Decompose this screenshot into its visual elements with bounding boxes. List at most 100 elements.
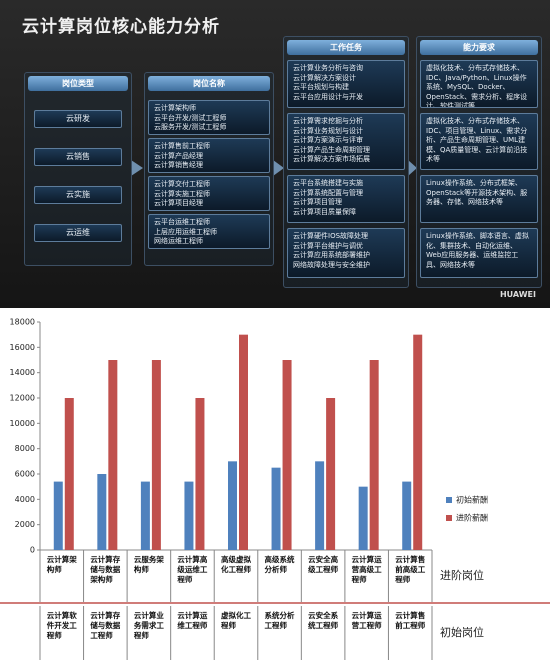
arrow — [408, 160, 417, 176]
row-label: 进阶岗位 — [440, 568, 484, 582]
label: 云计算存储与数据架构师 — [90, 555, 121, 584]
x-tick-label: 云计算运营工程师 — [345, 611, 389, 660]
label: 云安全高级工程师 — [308, 555, 339, 574]
y-tick-label: 0 — [30, 546, 35, 555]
y-tick-label: 12000 — [10, 394, 35, 403]
y-tick-label: 16000 — [10, 343, 35, 352]
task: 云计算产品生命周期管理 — [293, 145, 370, 154]
job-name: 上层应用运维工程师 — [154, 227, 217, 236]
y-tick-label: 18000 — [10, 318, 35, 327]
bar — [413, 334, 423, 550]
legend-swatch — [446, 515, 452, 521]
y-tick-label: 6000 — [15, 470, 35, 479]
job-name: 网络运维工程师 — [154, 237, 203, 245]
x-tick-label: 高级虚拟化工程师 — [214, 555, 258, 602]
label: 云服务架构师 — [133, 555, 164, 574]
x-tick-label: 云计算业务需求工程师 — [127, 611, 171, 660]
x-tick-label: 云计算运营高级工程师 — [345, 555, 389, 602]
label: 云计算售前工程师 — [395, 611, 426, 630]
task-group: 云计算业务分析与咨询 云计算解决方案设计 云平台规划与构建 云平台应用设计与开发 — [287, 60, 405, 108]
y-tick-label: 14000 — [10, 368, 35, 377]
task: 云计算业务规划与设计 — [293, 126, 363, 135]
job-name: 云平台运维工程师 — [154, 218, 210, 226]
job-name-group: 云计算架构师 云平台开发/测试工程师 云服务开发/测试工程师 — [148, 100, 270, 135]
x-tick-label: 云计算售前工程师 — [388, 611, 432, 660]
bar — [315, 461, 325, 550]
job-name: 云服务开发/测试工程师 — [154, 123, 227, 131]
task: 云计算平台维护与调优 — [293, 241, 363, 250]
task: 云计算项目质量保障 — [293, 207, 356, 216]
job-name: 云计算销售经理 — [154, 161, 203, 169]
x-tick-label: 云计算售前高级工程师 — [388, 555, 432, 602]
job-name: 云计算产品经理 — [154, 151, 203, 160]
job-name-group: 云平台运维工程师 上层应用运维工程师 网络运维工程师 — [148, 214, 270, 249]
slide: 云计算岗位核心能力分析 HUAWEI 岗位类型 岗位名称 工作任务 能力要求 云研发 云销… — [0, 0, 550, 308]
label: 云计算运营工程师 — [351, 611, 382, 630]
skill-group: 虚拟化技术、分布式存储技术、IDC、Java/Python、Linux操作系统、… — [420, 60, 538, 108]
task: 云计算解决方案市场拓展 — [293, 155, 370, 163]
arrow — [131, 160, 143, 176]
task: 云平台规划与构建 — [293, 83, 349, 91]
bar — [184, 481, 194, 550]
label: 虚拟化工程师 — [220, 611, 251, 630]
bar — [108, 360, 118, 550]
bar — [239, 334, 248, 550]
bar — [358, 486, 368, 550]
job-name-group: 云计算交付工程师 云计算实施工程师 云计算项目经理 — [148, 176, 270, 211]
y-tick-label: 8000 — [15, 444, 35, 453]
skill-group: Linux操作系统、脚本语言、虚拟化、集群技术、自动化运维、Web应用服务器、运… — [420, 228, 538, 278]
bar — [64, 398, 74, 550]
x-tick-label: 云计算存储与数据架构师 — [84, 555, 128, 602]
task: 云计算方案演示与评审 — [293, 136, 363, 144]
y-tick-label: 2000 — [15, 520, 35, 529]
x-tick-label: 云计算存储与数据工程师 — [84, 611, 128, 660]
bar — [195, 398, 205, 550]
legend-swatch — [446, 497, 452, 503]
bar — [402, 481, 412, 550]
job-name: 云计算交付工程师 — [154, 180, 210, 188]
task-group: 云计算硬件IOS故障处理 云计算平台维护与调优 云计算应用系统部署维护 网络故障处理与… — [287, 228, 405, 278]
skill-group: 虚拟化技术、分布式存储技术、IDC、项目管理、Linux、需求分析、产品生命周期… — [420, 113, 538, 170]
x-tick-label: 云计算高级运维工程师 — [171, 555, 215, 602]
bar — [228, 461, 237, 550]
x-tick-label: 云安全系统工程师 — [301, 611, 345, 660]
skill-group: Linux操作系统、分布式框架、OpenStack等开源技术架构、服务器、存储、… — [420, 175, 538, 223]
bar — [140, 481, 150, 550]
bar — [151, 360, 161, 550]
x-tick-label: 云计算软件开发工程师 — [40, 611, 84, 660]
task: 云计算项目管理 — [293, 198, 342, 206]
x-tick-label: 云计算运维工程师 — [171, 611, 215, 660]
job-name: 云计算架构师 — [154, 104, 196, 112]
bar — [97, 474, 107, 550]
job-type: 云销售 — [34, 148, 122, 166]
task: 云计算系统配置与管理 — [293, 188, 363, 197]
label: 云安全系统工程师 — [308, 611, 339, 630]
label: 云计算售前高级工程师 — [395, 555, 426, 584]
label: 云计算软件开发工程师 — [46, 611, 77, 640]
job-type: 云运维 — [34, 224, 122, 242]
job-name: 云计算售前工程师 — [154, 142, 210, 150]
column-header: 岗位名称 — [148, 76, 270, 91]
column-header: 工作任务 — [287, 40, 405, 55]
x-tick-label: 系统分析工程师 — [258, 611, 302, 660]
label: 高级系统分析师 — [264, 555, 295, 574]
task: 云计算业务分析与咨询 — [293, 64, 363, 72]
x-tick-label: 虚拟化工程师 — [214, 611, 258, 660]
task: 网络故障处理与安全维护 — [293, 260, 370, 269]
task: 云平台系统搭建与实施 — [293, 179, 363, 187]
task-group: 云平台系统搭建与实施 云计算系统配置与管理 云计算项目管理 云计算项目质量保障 — [287, 175, 405, 223]
label: 云计算运营高级工程师 — [351, 555, 382, 584]
legend-label: 初始薪酬 — [456, 495, 488, 505]
task: 云计算需求挖掘与分析 — [293, 117, 363, 125]
task: 云计算应用系统部署维护 — [293, 251, 370, 259]
label: 云计算运维工程师 — [177, 611, 208, 630]
job-type: 云研发 — [34, 110, 122, 128]
x-tick-label: 云安全高级工程师 — [301, 555, 345, 602]
job-name-group: 云计算售前工程师 云计算产品经理 云计算销售经理 — [148, 138, 270, 173]
bar — [271, 467, 281, 550]
job-name: 云计算项目经理 — [154, 199, 203, 207]
arrows — [131, 160, 417, 176]
label: 云计算业务需求工程师 — [133, 611, 164, 640]
brand: HUAWEI — [499, 290, 536, 299]
